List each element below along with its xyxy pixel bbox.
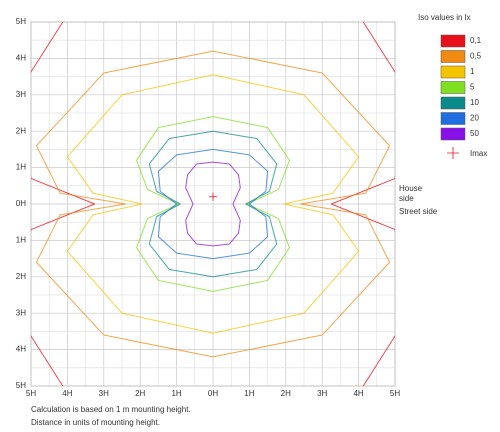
legend-label: 50 <box>470 129 479 138</box>
x-tick-label: 1H <box>244 389 254 398</box>
note: Calculation is based on 1 m mounting hei… <box>31 405 191 414</box>
y-tick-label: 2H <box>16 272 26 281</box>
x-tick-label: 2H <box>135 389 145 398</box>
y-tick-label: 5H <box>16 17 26 26</box>
legend-swatch <box>440 65 466 79</box>
contour-line <box>148 130 278 278</box>
legend-swatch <box>440 96 466 110</box>
contour-line <box>66 74 360 334</box>
y-tick-label: 1H <box>16 236 26 245</box>
legend-label: 1 <box>470 67 475 76</box>
imax-marker <box>209 192 217 201</box>
contour-line <box>185 161 241 247</box>
legend-swatch <box>440 50 466 63</box>
x-tick-label: 4H <box>353 389 363 398</box>
x-tick-label: 3H <box>317 389 327 398</box>
y-tick-label: 0H <box>16 199 26 208</box>
legend-imax-marker <box>447 147 459 159</box>
legend-label: 10 <box>470 98 479 107</box>
legend-swatch <box>440 81 466 94</box>
legend-swatch <box>440 34 466 48</box>
contour-line <box>35 50 391 358</box>
grid <box>30 21 396 387</box>
y-tick-label: 4H <box>16 54 26 63</box>
y-tick-label: 3H <box>16 90 26 99</box>
y-tick-label: 3H <box>16 308 26 317</box>
legend-label: 20 <box>470 114 479 123</box>
legend-swatch <box>440 127 466 141</box>
y-tick-label: 4H <box>16 345 26 354</box>
x-tick-label: 5H <box>26 389 36 398</box>
x-tick-label: 5H <box>390 389 400 398</box>
contours <box>31 22 395 386</box>
note: Distance in units of mounting height. <box>31 418 160 427</box>
legend-title: Iso values in lx <box>418 13 470 22</box>
house-side-label: House side <box>399 184 423 203</box>
x-tick-label: 0H <box>208 389 218 398</box>
y-tick-label: 1H <box>16 163 26 172</box>
x-tick-label: 2H <box>281 389 291 398</box>
y-tick-label: 5H <box>16 381 26 390</box>
x-tick-label: 4H <box>62 389 72 398</box>
contour-line <box>136 116 290 292</box>
x-tick-label: 3H <box>99 389 109 398</box>
legend-label: 0,5 <box>470 52 482 61</box>
street-side-label: Street side <box>399 207 438 216</box>
y-tick-label: 2H <box>16 126 26 135</box>
legend-label: Imax <box>470 149 487 158</box>
legend-swatch <box>440 112 466 125</box>
x-tick-label: 1H <box>171 389 181 398</box>
legend-label: 5 <box>470 83 475 92</box>
contour-line <box>157 148 269 260</box>
legend-label: 0,1 <box>470 36 482 45</box>
